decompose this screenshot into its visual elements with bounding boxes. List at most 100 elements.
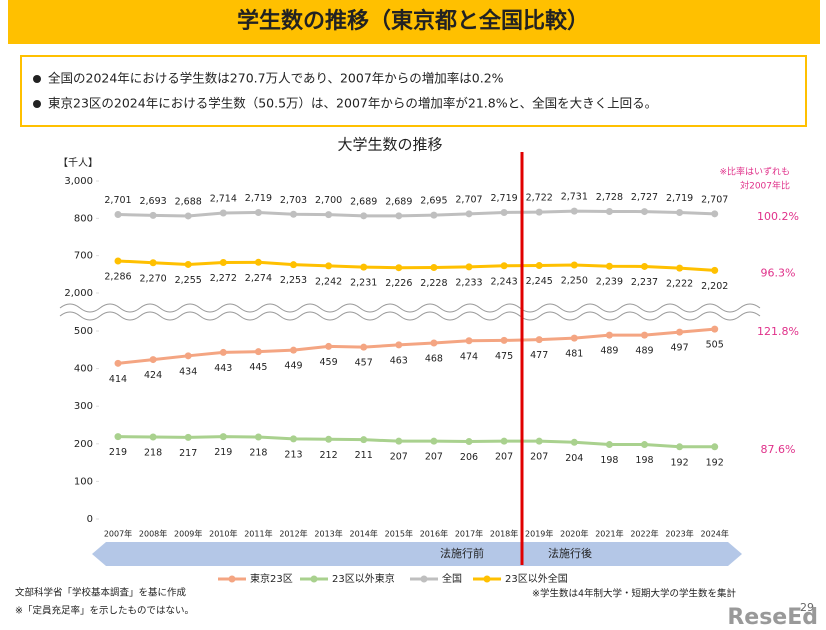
data-label: 2,242 (315, 276, 342, 287)
y-tick-label: 100 (74, 476, 93, 487)
data-label: 445 (249, 362, 267, 373)
data-label: 2,202 (701, 281, 728, 292)
data-label: 213 (284, 449, 302, 460)
point (570, 334, 578, 342)
legend-marker (228, 575, 236, 583)
data-label: 474 (460, 351, 478, 362)
point (465, 438, 473, 446)
x-tick-label: 2016年 (420, 529, 448, 539)
data-label: 468 (425, 354, 443, 365)
point (711, 325, 719, 333)
data-label: 2,707 (455, 194, 482, 205)
change-label: 121.8% (757, 325, 799, 338)
data-label: 207 (425, 452, 443, 463)
point (395, 264, 403, 272)
point (570, 207, 578, 215)
legend-marker (310, 575, 318, 583)
period-label: 法施行前 (440, 546, 484, 560)
point (325, 262, 333, 270)
note: 対2007年比 (740, 180, 790, 192)
data-label: 2,719 (245, 193, 272, 204)
data-label: 2,233 (455, 277, 482, 288)
point (114, 210, 122, 218)
change-label: 87.6% (761, 443, 796, 456)
x-tick-label: 2021年 (595, 529, 623, 539)
data-label: 2,231 (350, 278, 377, 289)
point (676, 208, 684, 216)
x-tick-label: 2013年 (314, 529, 342, 539)
point (535, 437, 543, 445)
point (325, 435, 333, 443)
data-label: 477 (530, 350, 548, 361)
point (676, 328, 684, 336)
data-label: 2,250 (561, 276, 588, 287)
point (605, 331, 613, 339)
data-label: 207 (495, 452, 513, 463)
x-tick-label: 2019年 (525, 529, 553, 539)
data-label: 2,714 (210, 194, 237, 205)
data-label: 192 (706, 457, 724, 468)
point (114, 433, 122, 441)
point (360, 436, 368, 444)
point (360, 263, 368, 271)
data-label: 2,286 (104, 271, 131, 282)
change-label: 100.2% (757, 210, 799, 223)
data-label: 489 (635, 346, 653, 357)
data-label: 434 (179, 366, 197, 377)
x-tick-label: 2022年 (630, 529, 658, 539)
data-label: 2,701 (104, 195, 131, 206)
point (465, 263, 473, 271)
point (570, 261, 578, 269)
data-label: 2,274 (245, 273, 272, 284)
point (641, 441, 648, 449)
point (360, 343, 368, 351)
point (711, 210, 719, 218)
point (149, 433, 157, 441)
x-tick-label: 2008年 (139, 529, 167, 539)
footnote: ※学生数は4年制大学・短期大学の学生数を集計 (532, 588, 737, 600)
data-label: 2,727 (631, 192, 658, 203)
data-label: 2,693 (139, 196, 166, 207)
data-label: 2,707 (701, 194, 728, 205)
point (430, 437, 438, 445)
x-tick-label: 2023年 (665, 529, 693, 539)
data-label: 449 (284, 361, 302, 372)
x-tick-label: 2020年 (560, 529, 588, 539)
y-tick-label: 400 (74, 364, 93, 375)
point (395, 437, 403, 445)
point (500, 437, 508, 445)
data-label: 2,228 (420, 278, 447, 289)
y-tick-label: 2,000 (64, 288, 93, 299)
data-label: 489 (600, 346, 618, 357)
x-tick-label: 2024年 (701, 529, 729, 539)
point (184, 212, 192, 220)
data-label: 212 (320, 450, 338, 461)
point (290, 261, 297, 269)
page-number: 29 (800, 601, 814, 614)
data-label: 463 (390, 355, 408, 366)
period-label: 法施行後 (548, 546, 592, 560)
point (430, 211, 438, 219)
data-label: 207 (530, 452, 548, 463)
x-tick-label: 2017年 (455, 529, 483, 539)
data-label: 457 (355, 358, 373, 369)
point (465, 337, 473, 345)
point (535, 262, 543, 270)
point (290, 210, 297, 218)
x-tick-label: 2007年 (104, 529, 132, 539)
data-label: 505 (706, 340, 724, 351)
bullet-dot (33, 100, 41, 108)
point (605, 262, 613, 270)
x-tick-label: 2011年 (244, 529, 272, 539)
point (395, 341, 403, 349)
y-tick-label: 300 (74, 401, 93, 412)
data-label: 497 (671, 343, 689, 354)
data-label: 2,703 (280, 195, 307, 206)
data-label: 207 (390, 452, 408, 463)
y-unit: 【千人】 (58, 157, 98, 169)
data-label: 459 (320, 357, 338, 368)
point (430, 339, 438, 347)
data-label: 2,728 (596, 192, 623, 203)
point (325, 342, 333, 350)
